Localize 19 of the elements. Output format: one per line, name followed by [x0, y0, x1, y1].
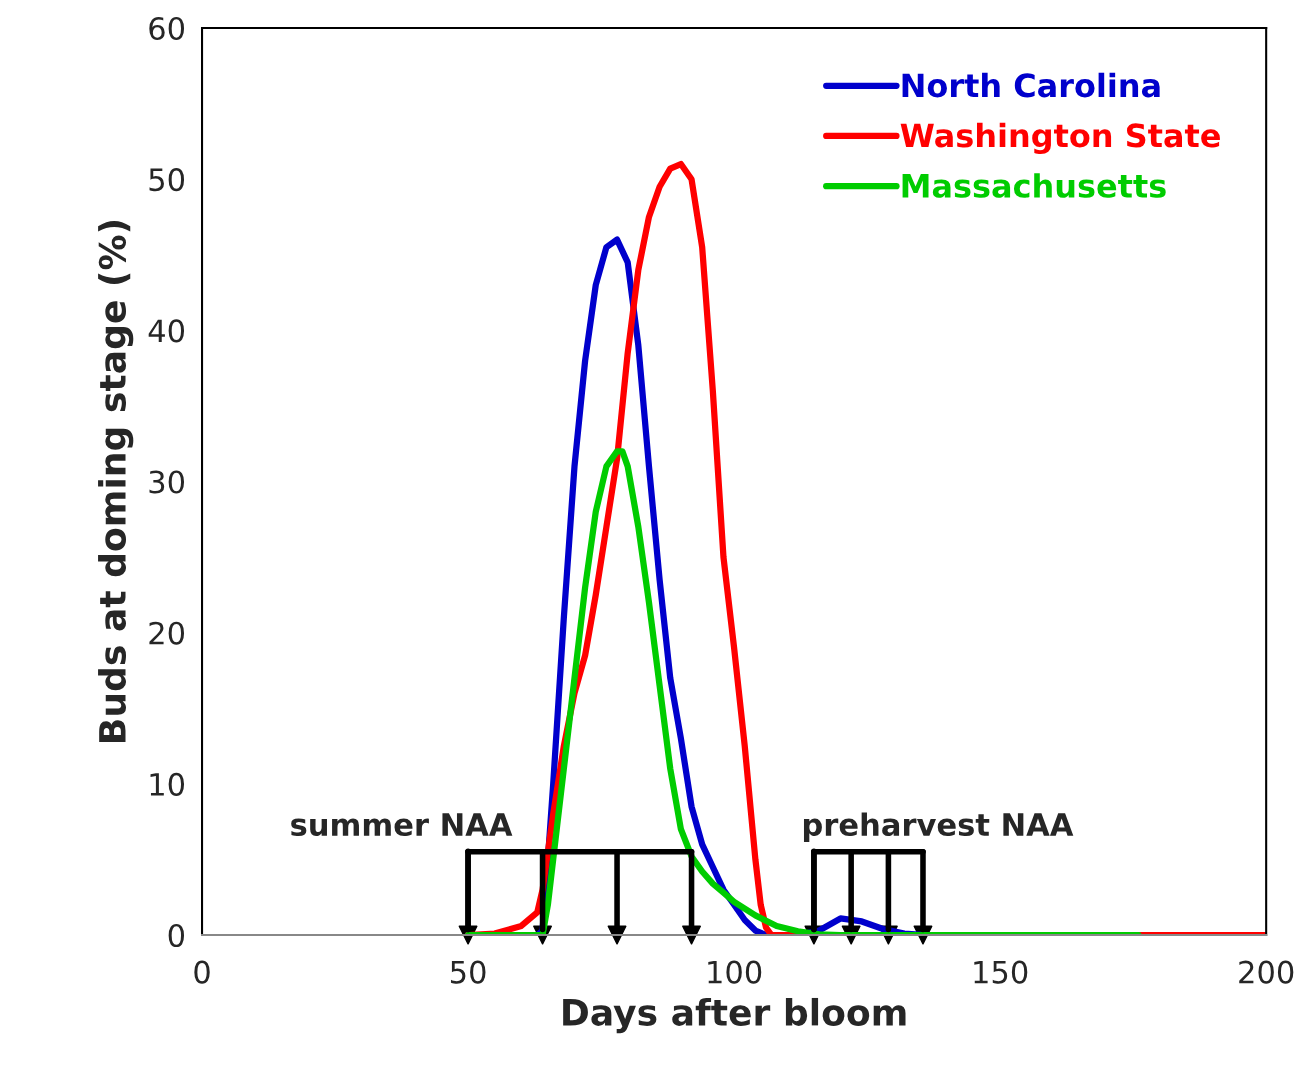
- x-tick-label: 50: [450, 960, 486, 984]
- y-tick-label: 20: [149, 621, 185, 645]
- annotation: preharvest NAA: [803, 812, 1074, 842]
- x-tick-label: 200: [1239, 960, 1294, 984]
- legend-label: Washington State: [900, 122, 1220, 154]
- y-tick-label: 30: [149, 470, 185, 494]
- y-tick-label: 50: [149, 168, 185, 192]
- x-tick-label: 100: [708, 960, 762, 984]
- y-tick-label: 40: [148, 319, 185, 343]
- x-axis-title: Days after bloom: [563, 997, 906, 1034]
- y-tick-label: 0: [168, 923, 185, 948]
- x-tick-label: 150: [974, 960, 1028, 984]
- legend-label: North Carolina: [902, 72, 1160, 98]
- y-tick-label: 60: [149, 16, 185, 41]
- y-tick-label: 10: [150, 772, 185, 796]
- x-tick-label: 0: [194, 960, 210, 984]
- annotation: summer NAA: [291, 813, 513, 837]
- legend-label: Massachusetts: [902, 173, 1166, 198]
- y-axis-title: Buds at doming stage (%): [98, 220, 134, 742]
